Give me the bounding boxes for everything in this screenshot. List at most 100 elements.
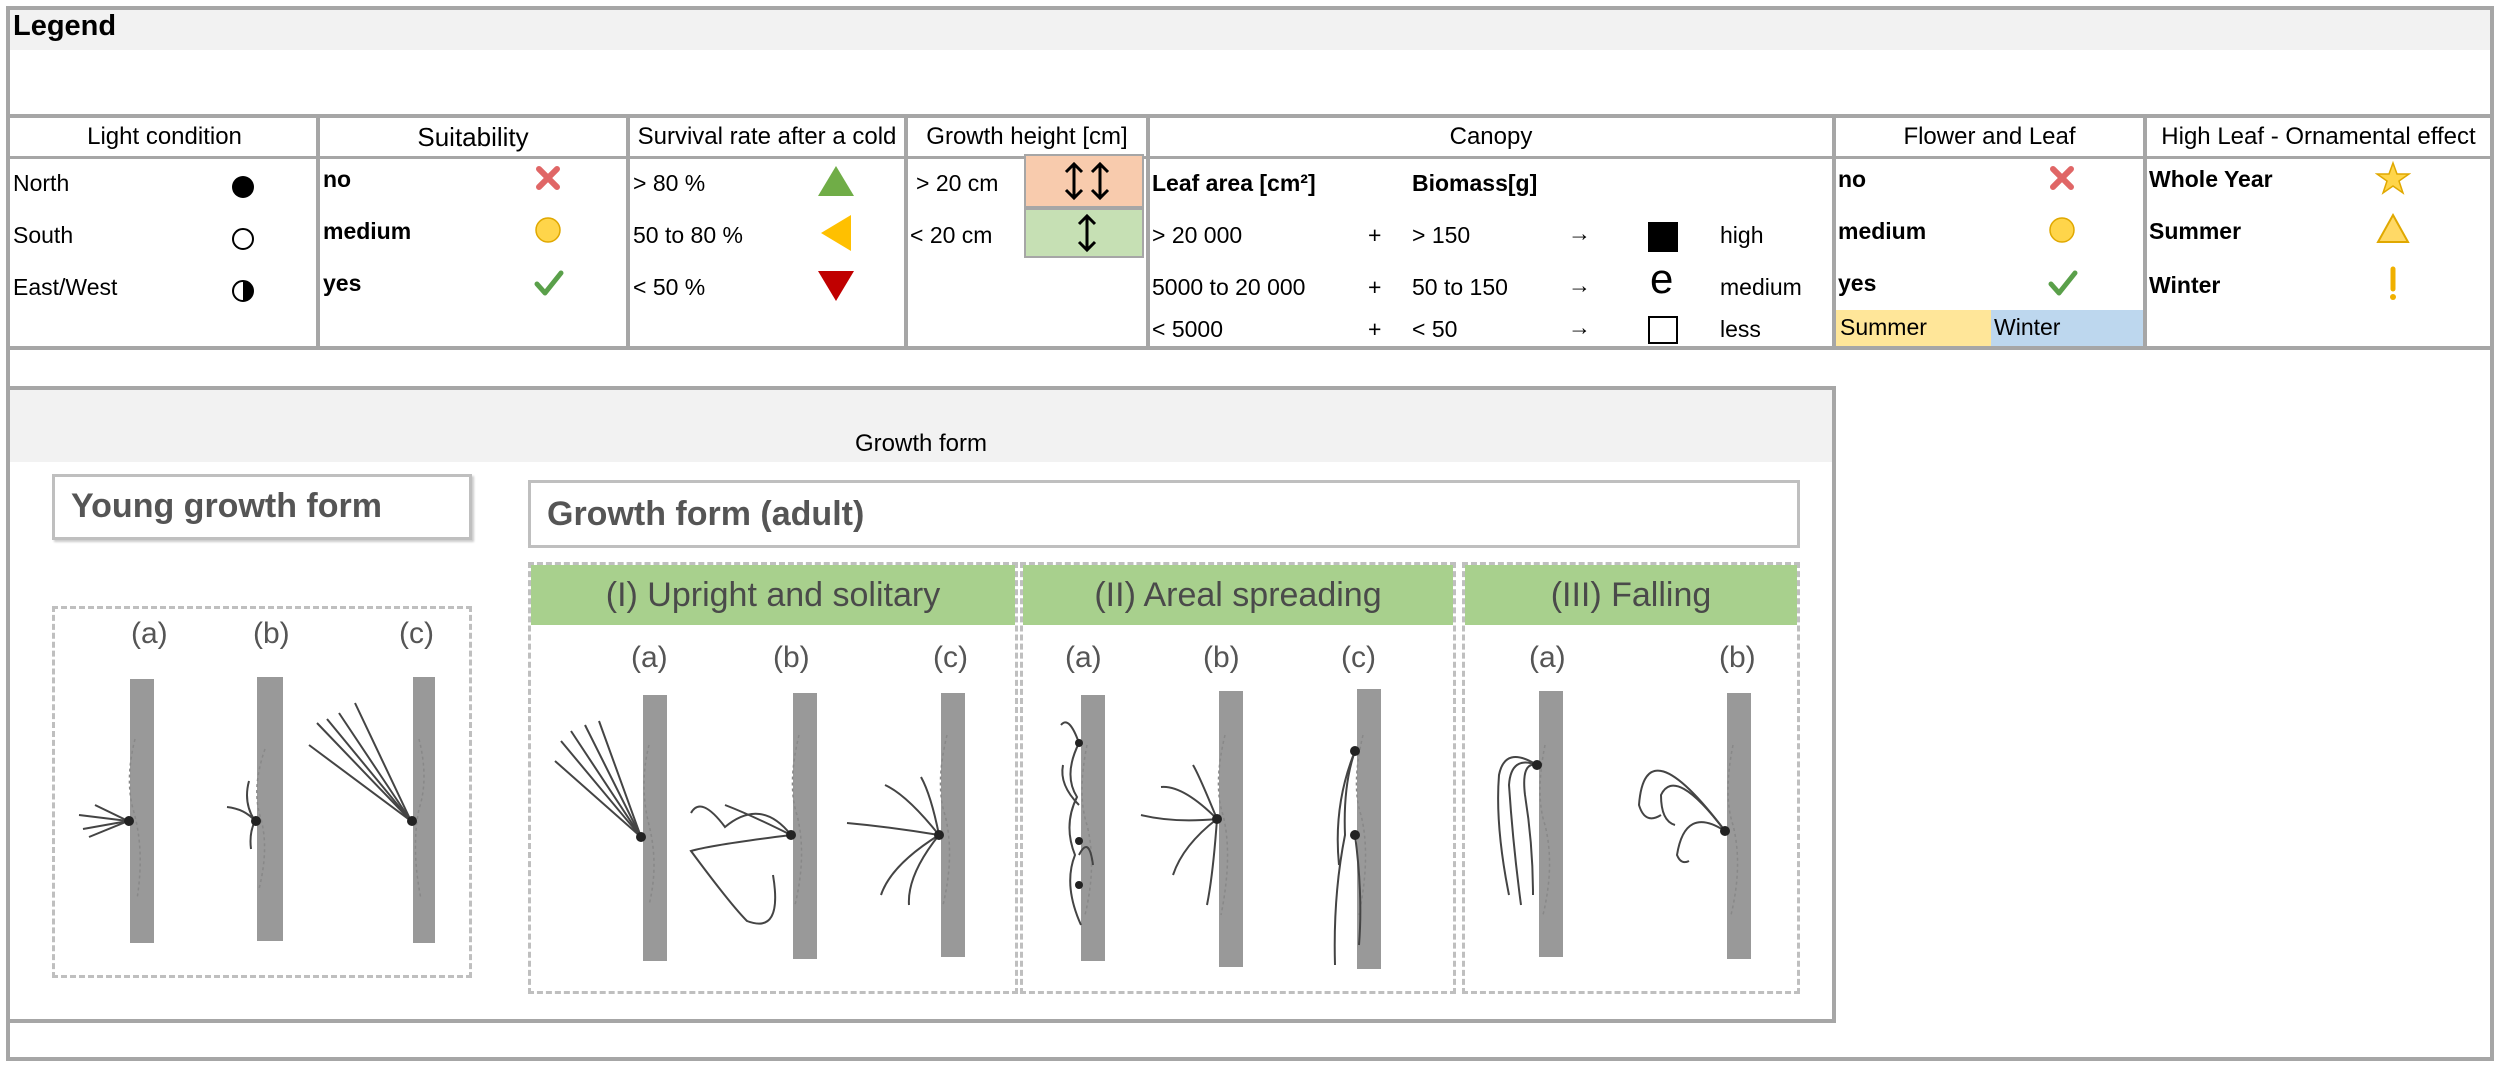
light-north: North [13,170,70,196]
canopy-bio-medium: 50 to 150 [1412,274,1508,300]
canopy-biomass-head: Biomass[g] [1412,170,1538,196]
flower-leaf-title: Flower and Leaf [1836,118,2143,159]
group-areal-box: (II) Areal spreading (a) (b) (c) [1020,562,1456,994]
adult-growth-form-title-box: Growth form (adult) [528,480,1800,548]
legend-divider-top [6,114,2494,118]
survival-mid: 50 to 80 % [633,222,743,248]
group-upright-title: (I) Upright and solitary [531,565,1015,625]
suitability-yes: yes [323,270,362,296]
canopy-arrow-medium: → [1568,272,1591,298]
canopy-arrow-high: → [1568,220,1591,246]
falling-label-b: (b) [1719,641,1756,674]
canopy-bio-less: < 50 [1412,316,1458,342]
group-areal-title: (II) Areal spreading [1023,565,1453,625]
canopy-leaf-high: > 20 000 [1152,222,1243,248]
growth-form-panel: Growth form Young growth form (a) (b) (c… [10,386,1836,1023]
ornamental-summer: Summer [2149,218,2242,244]
star-icon [2375,160,2411,195]
areal-label-b: (b) [1203,641,1240,674]
canopy-label-less: less [1720,316,1761,342]
green-up-triangle-icon [818,166,854,196]
young-label-b: (b) [253,617,290,650]
light-condition-panel: Light condition North South East/West [10,118,319,346]
growth-height-short-swatch [1024,208,1144,258]
flower-leaf-no: no [1838,166,1867,192]
double-vertical-arrow-icon [1064,161,1110,201]
outline-triangle-icon [2376,212,2410,243]
adult-growth-form-title: Growth form (adult) [547,495,865,533]
upright-label-c: (c) [933,641,968,674]
growth-height-panel: Growth height [cm] > 20 cm < 20 cm [908,118,1146,346]
suitability-title: Suitability [320,118,626,159]
yellow-left-triangle-icon [821,215,851,251]
legend-divider-bottom [6,346,2494,350]
young-label-a: (a) [131,617,168,650]
red-cross-icon [536,166,560,190]
young-growth-form-title-box: Young growth form [52,474,472,540]
survival-high: > 80 % [633,170,706,196]
winter-label: Winter [1994,314,2061,340]
divider-v5 [1832,114,1836,350]
young-growth-form-title: Young growth form [71,487,382,525]
canopy-leaf-less: < 5000 [1152,316,1223,342]
ornamental-title: High Leaf - Ornamental effect [2147,118,2490,159]
single-vertical-arrow-icon [1077,213,1097,253]
areal-label-c: (c) [1341,641,1376,674]
growth-height-tall: > 20 cm [916,170,999,196]
flower-leaf-medium: medium [1838,218,1927,244]
legend-title: Legend [13,10,117,42]
light-east-west: East/West [13,274,118,300]
divider-v2 [626,114,630,350]
full-sun-circle-icon [232,176,254,198]
canopy-leaf-medium: 5000 to 20 000 [1152,274,1306,300]
canopy-plus-medium: + [1368,274,1382,300]
young-growth-form-box: (a) (b) (c) [52,606,472,978]
yellow-circle-icon [2049,217,2075,243]
canopy-label-high: high [1720,222,1764,248]
divider-v1 [316,114,320,350]
light-south: South [13,222,74,248]
growth-height-title: Growth height [cm] [908,118,1146,159]
survival-panel: Survival rate after a cold > 80 % 50 to … [630,118,904,346]
young-growth-form-illustration [78,677,435,943]
red-cross-icon [2050,166,2074,190]
divider-v3 [904,114,908,350]
young-label-c: (c) [399,617,434,650]
ornamental-winter: Winter [2149,272,2221,298]
canopy-bio-high: > 150 [1412,222,1471,248]
growth-form-header [10,390,1832,462]
light-condition-title: Light condition [10,118,319,159]
group-upright-box: (I) Upright and solitary (a) (b) (c) [528,562,1018,994]
group-falling-box: (III) Falling (a) (b) [1462,562,1800,994]
red-down-triangle-icon [818,271,854,301]
green-check-icon [534,270,564,296]
yellow-circle-icon [535,217,561,243]
growth-form-title: Growth form [854,430,988,457]
suitability-no: no [323,166,352,192]
canopy-plus-less: + [1368,316,1382,342]
canopy-leaf-area-head: Leaf area [cm²] [1152,170,1316,196]
survival-low: < 50 % [633,274,706,300]
summer-swatch [1836,310,1991,346]
canopy-arrow-less: → [1568,314,1591,340]
empty-circle-icon [232,228,254,250]
areal-illustration [1060,689,1381,969]
canopy-panel: Canopy Leaf area [cm²] Biomass[g] > 20 0… [1150,118,1832,346]
legend-sheet [6,6,2494,1061]
empty-square-icon [1648,316,1678,344]
ornamental-panel: High Leaf - Ornamental effect Whole Year… [2147,118,2490,346]
group-falling-title: (III) Falling [1465,565,1797,625]
half-circle-icon [232,280,254,302]
divider-v4 [1146,114,1150,350]
suitability-panel: Suitability no medium yes [320,118,626,346]
canopy-label-medium: medium [1720,274,1802,300]
canopy-title: Canopy [1150,118,1832,159]
summer-label: Summer [1840,314,1927,340]
filled-square-icon [1648,222,1678,252]
divider-v6 [2143,114,2147,350]
growth-height-short: < 20 cm [910,222,993,248]
green-check-icon [2048,270,2078,296]
growth-height-tall-swatch [1024,154,1144,208]
flower-leaf-yes: yes [1838,270,1877,296]
exclamation-icon [2390,266,2396,300]
